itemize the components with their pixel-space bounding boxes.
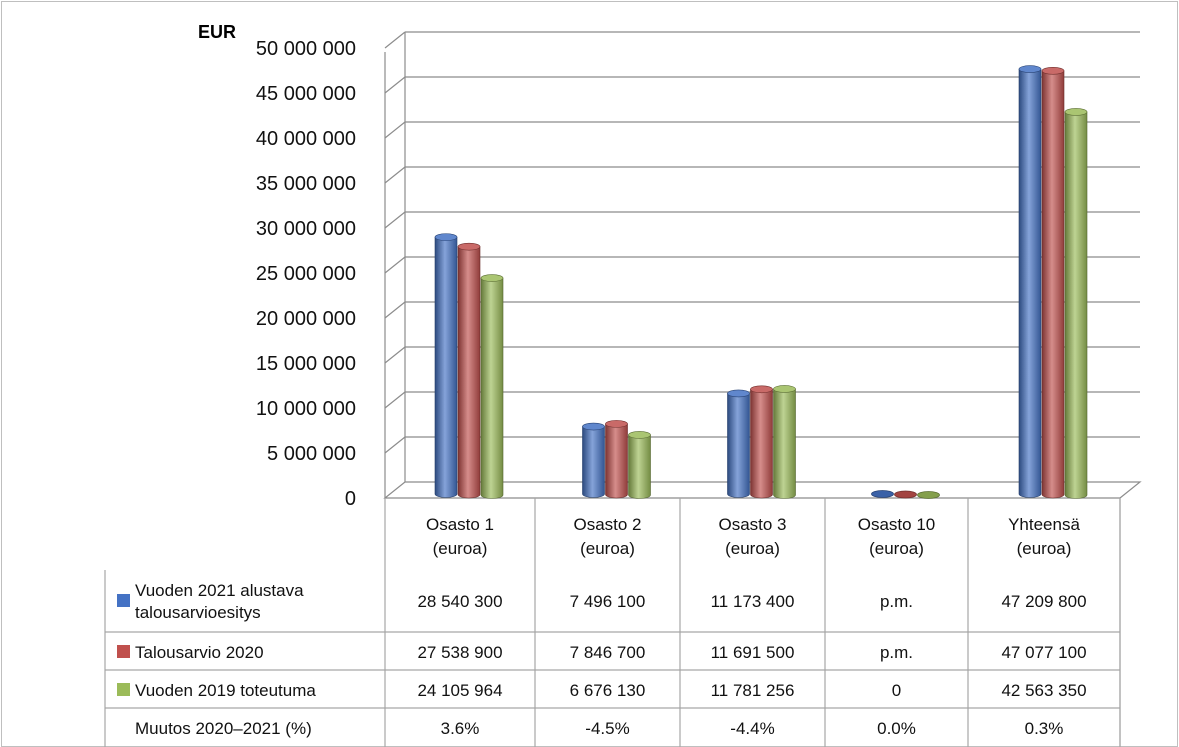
y-unit-label: EUR <box>198 22 236 42</box>
bar-top <box>1041 67 1065 75</box>
y-tick-label: 10 000 000 <box>256 398 356 420</box>
change-value: -4.5% <box>585 719 629 738</box>
bar-top <box>605 420 628 428</box>
bar-top <box>628 431 651 439</box>
gridline-side <box>384 301 406 319</box>
bar <box>1018 68 1042 498</box>
bar <box>434 236 458 498</box>
y-tick-label: 25 000 000 <box>256 263 356 285</box>
data-label: 11 691 500 <box>711 643 795 662</box>
gridline-side <box>384 346 406 364</box>
change-row-label: Muutos 2020–2021 (%) <box>135 719 312 738</box>
y-tick-label: 20 000 000 <box>256 308 356 330</box>
legend-key <box>117 683 130 696</box>
data-label: 11 781 256 <box>711 681 795 700</box>
bar <box>628 434 651 499</box>
y-tick-label: 5 000 000 <box>267 443 356 465</box>
y-tick-label: 30 000 000 <box>256 218 356 240</box>
series-name: Vuoden 2019 toteutuma <box>135 681 316 700</box>
gridline-side <box>384 436 406 454</box>
gridline-side <box>384 31 406 49</box>
bar-top <box>1064 108 1088 116</box>
y-tick-label: 40 000 000 <box>256 128 356 150</box>
bar-flat <box>871 490 894 498</box>
bar <box>1064 111 1088 499</box>
bar-top <box>582 422 605 431</box>
data-label: 47 077 100 <box>1001 643 1086 662</box>
data-label: 6 676 130 <box>570 681 646 700</box>
bar <box>1041 70 1065 499</box>
data-label: 24 105 964 <box>417 681 502 700</box>
data-label: 42 563 350 <box>1001 681 1086 700</box>
bar-top <box>727 389 750 398</box>
bar <box>773 388 796 499</box>
bar <box>480 277 504 499</box>
change-value: 3.6% <box>441 719 480 738</box>
data-label: 47 209 800 <box>1001 592 1086 611</box>
gridline-side <box>384 166 406 184</box>
data-label: 7 496 100 <box>570 592 646 611</box>
y-tick-label: 45 000 000 <box>256 83 356 105</box>
x-tick-label: Osasto 2 (euroa) <box>573 515 641 558</box>
series-name: Talousarvio 2020 <box>135 643 264 662</box>
y-tick-label: 0 <box>345 488 356 510</box>
y-tick-label: 35 000 000 <box>256 173 356 195</box>
bar-top <box>773 385 796 393</box>
y-tick-label: 15 000 000 <box>256 353 356 375</box>
bar <box>727 393 750 498</box>
legend-key <box>117 645 130 658</box>
bar-top <box>750 385 773 394</box>
x-tick-label: Osasto 10 (euroa) <box>858 515 936 558</box>
bar-top <box>457 242 481 251</box>
x-tick-label: Osasto 1 (euroa) <box>426 515 494 558</box>
gridline-side <box>384 76 406 94</box>
bar <box>750 388 773 499</box>
gridline-side <box>384 121 406 139</box>
bar-top <box>1018 65 1042 73</box>
data-label: 0 <box>892 681 901 700</box>
y-tick-label: 50 000 000 <box>256 38 356 60</box>
data-label: p.m. <box>880 643 913 662</box>
change-value: 0.0% <box>877 719 916 738</box>
change-value: -4.4% <box>730 719 774 738</box>
gridline-side <box>384 256 406 274</box>
legend-key <box>117 594 130 607</box>
data-label: 28 540 300 <box>417 592 502 611</box>
bar-flat <box>917 491 940 499</box>
bar-top <box>434 233 458 241</box>
bar <box>582 426 605 498</box>
data-label: 7 846 700 <box>570 643 646 662</box>
bar <box>605 423 628 499</box>
bar-top <box>480 274 504 282</box>
data-label: 27 538 900 <box>417 643 502 662</box>
gridline-side <box>384 391 406 409</box>
x-tick-label: Yhteensä (euroa) <box>1008 515 1080 558</box>
bar <box>457 246 481 499</box>
bar-flat <box>894 490 917 499</box>
data-label: 11 173 400 <box>711 592 795 611</box>
change-value: 0.3% <box>1025 719 1064 738</box>
x-tick-label: Osasto 3 (euroa) <box>718 515 786 558</box>
series-name: Vuoden 2021 alustava talousarvioesitys <box>135 581 304 622</box>
gridline-side <box>384 211 406 229</box>
data-label: p.m. <box>880 592 913 611</box>
